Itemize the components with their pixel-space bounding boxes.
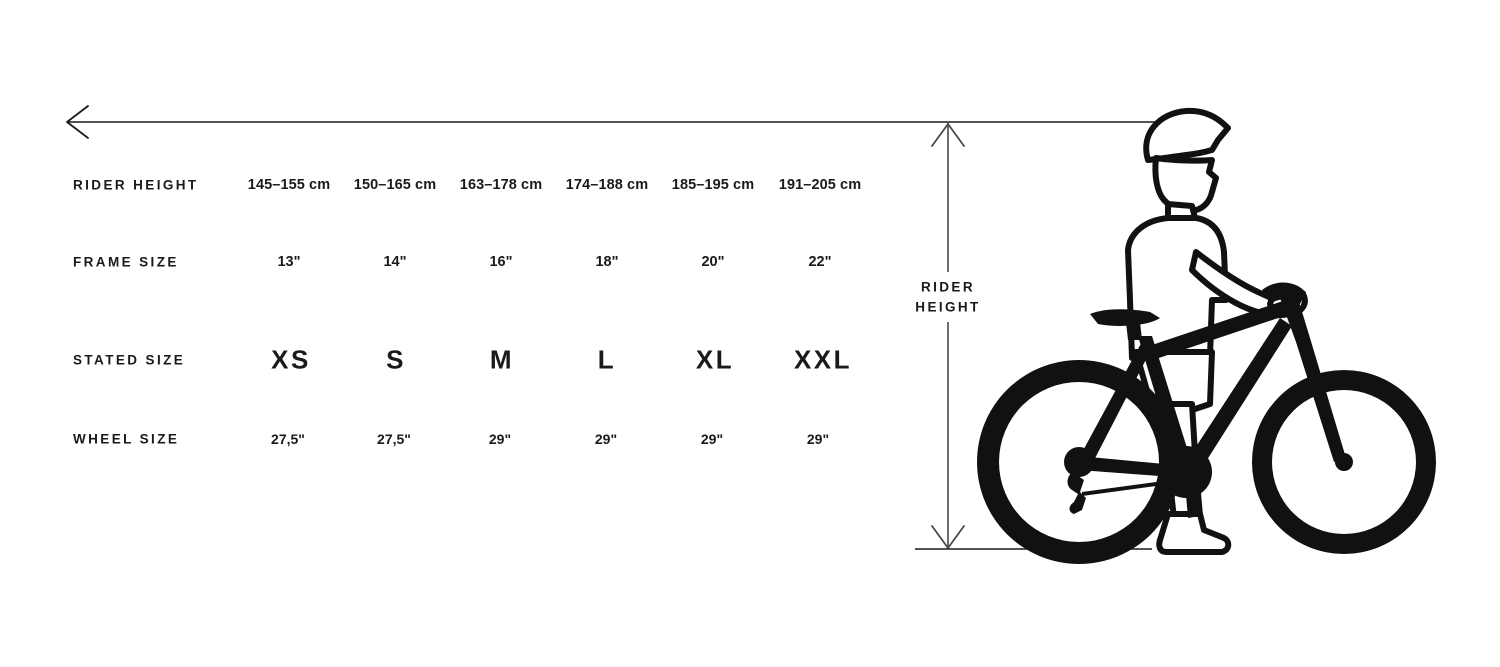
size-table: RIDER HEIGHT 145–155 cm 150–165 cm 163–1… xyxy=(73,177,862,447)
cell-frame-size-xs: 13" xyxy=(277,254,301,270)
cell-wheel-size-s: 27,5" xyxy=(377,431,411,447)
cell-stated-size-s: S xyxy=(386,344,406,375)
rear-derailleur xyxy=(1067,472,1086,514)
fork xyxy=(1280,292,1346,462)
rider-height-dimension-label-line1: RIDER xyxy=(920,279,975,295)
cell-rider-height-s: 150–165 cm xyxy=(353,177,437,193)
rider-height-dimension-label-line2: HEIGHT xyxy=(915,299,981,314)
cell-rider-height-l: 174–188 cm xyxy=(565,177,649,193)
rider-figure xyxy=(1125,107,1308,555)
crank-arm xyxy=(1184,470,1200,518)
cell-stated-size-xl: XL xyxy=(695,344,735,375)
cell-stated-size-m: M xyxy=(489,344,515,375)
front-hub xyxy=(1335,453,1353,471)
cell-rider-height-xs: 145–155 cm xyxy=(247,177,331,193)
row-label-frame-size: FRAME SIZE xyxy=(73,254,179,270)
seatstay xyxy=(1079,338,1154,466)
row-label-wheel-size: WHEEL SIZE xyxy=(73,431,180,447)
cell-frame-size-l: 18" xyxy=(595,254,619,270)
cell-wheel-size-xl: 29" xyxy=(700,431,724,447)
top-tube xyxy=(1143,300,1290,362)
bicycle-silhouette xyxy=(977,282,1436,564)
cell-stated-size-xxl: XXL xyxy=(793,344,853,375)
rider-height-dimension-label: RIDER HEIGHT xyxy=(909,275,987,319)
cell-rider-height-xl: 185–195 cm xyxy=(671,177,755,193)
cell-wheel-size-m: 29" xyxy=(488,431,512,447)
seatpost xyxy=(1126,322,1142,340)
handlebar xyxy=(1262,282,1306,304)
cell-frame-size-xl: 20" xyxy=(701,254,725,270)
down-tube xyxy=(1186,318,1292,474)
helmet-icon xyxy=(1143,107,1231,163)
cell-wheel-size-xxl: 29" xyxy=(806,431,830,447)
row-label-stated-size: STATED SIZE xyxy=(73,352,186,368)
cell-frame-size-m: 16" xyxy=(489,254,513,270)
cell-stated-size-xs: XS xyxy=(271,344,311,375)
cell-wheel-size-xs: 27,5" xyxy=(271,431,305,447)
cell-stated-size-l: L xyxy=(597,344,617,375)
cell-rider-height-xxl: 191–205 cm xyxy=(778,177,862,193)
cell-frame-size-s: 14" xyxy=(383,254,407,270)
cell-wheel-size-l: 29" xyxy=(594,431,618,447)
chain-upper xyxy=(1079,458,1186,470)
cell-rider-height-m: 163–178 cm xyxy=(459,177,543,193)
cell-frame-size-xxl: 22" xyxy=(808,254,832,270)
chain-lower xyxy=(1082,478,1186,496)
saddle xyxy=(1090,309,1160,326)
shoe xyxy=(1156,511,1232,555)
seat-tube xyxy=(1138,336,1192,470)
head xyxy=(1152,155,1219,214)
row-label-rider-height: RIDER HEIGHT xyxy=(73,177,199,193)
